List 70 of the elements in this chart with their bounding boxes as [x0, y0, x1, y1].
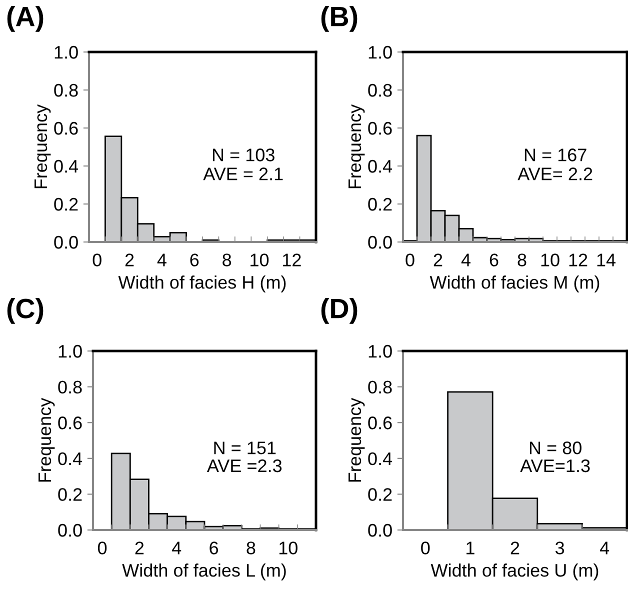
y-tick-label: 0.6 — [368, 122, 392, 135]
annotation: AVE = 2.1 — [203, 168, 283, 180]
x-tick-label: 14 — [597, 254, 616, 266]
annotation: AVE =2.3 — [206, 459, 282, 472]
y-tick-label: 0.0 — [54, 236, 78, 249]
x-tick-label: 0 — [406, 254, 414, 266]
x-tick-label: 0 — [92, 254, 102, 266]
chart-title: (B) — [321, 6, 358, 32]
x-axis-title: Width of facies U (m) — [430, 564, 598, 580]
x-tick-label: 6 — [210, 542, 218, 554]
annotation: AVE= 2.2 — [518, 168, 592, 180]
x-tick-label: 0 — [421, 542, 430, 554]
y-tick-label: 0.4 — [54, 160, 78, 173]
annotation: AVE=1.3 — [520, 459, 590, 472]
x-tick-label: 4 — [461, 254, 470, 266]
y-tick-label: 1.0 — [368, 344, 392, 358]
x-tick-label: 2 — [434, 254, 442, 266]
y-tick-label: 0.2 — [368, 488, 392, 501]
y-tick-label: 0.2 — [368, 198, 392, 211]
y-tick-label: 1.0 — [54, 46, 78, 59]
chart-title: (D) — [321, 298, 358, 324]
y-tick-label: 0.2 — [54, 198, 78, 211]
y-tick-label: 0.4 — [368, 452, 392, 466]
x-tick-label: 12 — [569, 254, 588, 266]
x-axis-title: Width of facies L (m) — [122, 564, 286, 580]
x-tick-label: 12 — [283, 254, 301, 266]
y-tick-label: 0.6 — [368, 416, 392, 430]
x-tick-label: 4 — [157, 254, 166, 266]
y-tick-label: 0.0 — [368, 236, 392, 249]
annotation: N = 167 — [524, 148, 586, 162]
x-axis-title: Width of facies H (m) — [118, 276, 286, 292]
x-tick-label: 6 — [490, 254, 498, 266]
x-tick-label: 2 — [125, 254, 134, 266]
y-axis-title: Frequency — [38, 398, 55, 482]
y-tick-label: 1.0 — [368, 46, 392, 59]
x-tick-label: 4 — [600, 542, 610, 554]
y-tick-label: 0.8 — [368, 84, 392, 97]
x-tick-label: 1 — [466, 542, 474, 554]
y-tick-label: 0.0 — [58, 524, 82, 537]
x-tick-label: 0 — [98, 542, 107, 554]
chart-title: (A) — [7, 6, 44, 32]
annotation: N = 103 — [212, 148, 274, 162]
x-tick-label: 10 — [250, 254, 269, 266]
y-tick-label: 0.8 — [54, 84, 78, 97]
y-axis-title: Frequency — [348, 104, 365, 188]
x-tick-label: 10 — [279, 542, 298, 554]
x-tick-label: 4 — [172, 542, 182, 554]
y-tick-label: 1.0 — [58, 344, 82, 358]
chart-title: (C) — [7, 298, 44, 324]
y-tick-label: 0.6 — [54, 122, 78, 135]
y-tick-label: 0.4 — [368, 160, 392, 173]
annotation: N = 151 — [214, 442, 276, 454]
y-tick-label: 0.0 — [368, 524, 392, 537]
x-tick-label: 2 — [135, 542, 144, 554]
y-tick-label: 0.4 — [58, 452, 82, 466]
y-tick-label: 0.6 — [58, 416, 82, 430]
y-tick-label: 0.2 — [58, 488, 82, 501]
y-axis-title: Frequency — [34, 104, 51, 188]
x-tick-label: 2 — [510, 542, 520, 554]
x-tick-label: 10 — [541, 254, 560, 266]
annotation: N = 80 — [530, 442, 582, 454]
x-tick-label: 8 — [518, 254, 526, 266]
y-tick-label: 0.8 — [368, 380, 392, 394]
x-tick-label: 8 — [222, 254, 232, 266]
x-tick-label: 3 — [555, 542, 564, 554]
y-axis-title: Frequency — [348, 398, 365, 482]
x-tick-label: 6 — [190, 254, 199, 266]
x-axis-title: Width of facies M (m) — [430, 276, 600, 292]
y-tick-label: 0.8 — [58, 380, 82, 394]
x-tick-label: 8 — [246, 542, 256, 554]
